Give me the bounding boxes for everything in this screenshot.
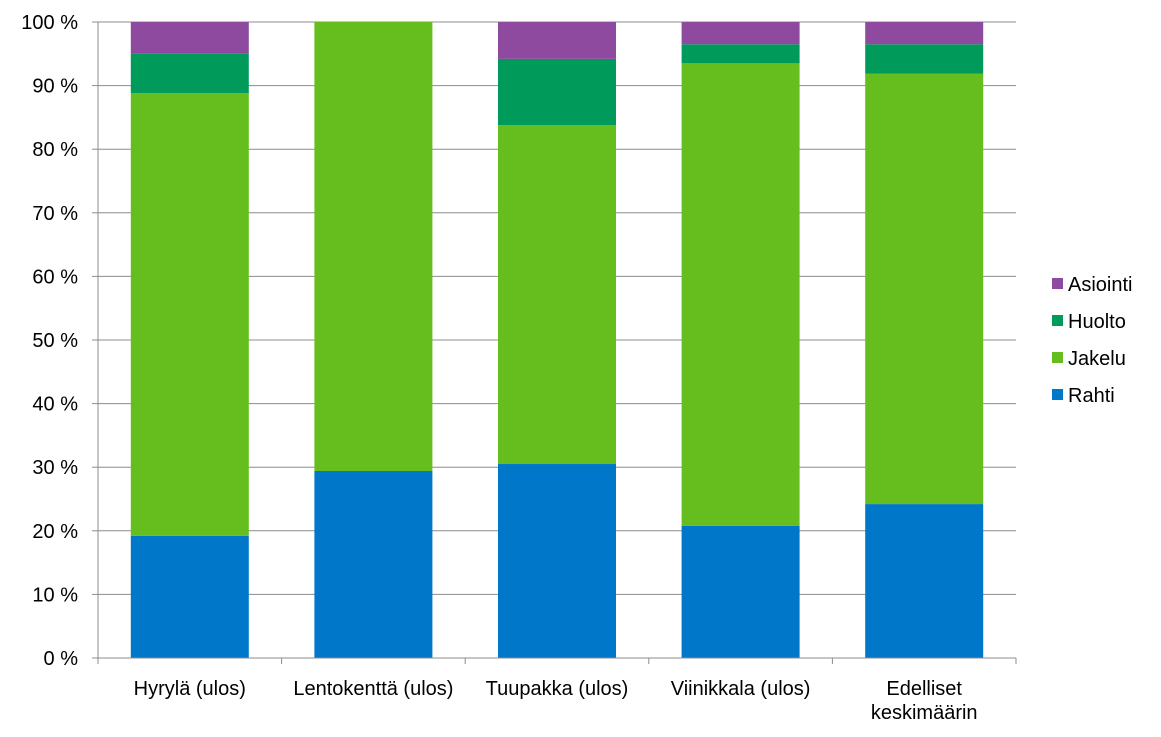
bar-jakelu-tuupakka-ulos [498,125,616,465]
legend-swatch-jakelu [1052,352,1063,363]
bar-jakelu-edelliset-keskimaarin [865,73,984,505]
legend-label-rahti: Rahti [1068,385,1115,407]
y-tick-labels: 0 % 10 % 20 % 30 % 40 % 50 % 60 % 70 % 80 % 90 % 1… [21,12,78,670]
x-tick-label-viinikkala-ulos: Viinikkala (ulos) [671,678,811,700]
x-tick-label-lentokentta-ulos: Lentokenttä (ulos) [293,678,453,700]
bar-jakelu-lentokentta-ulos [314,22,433,472]
legend-swatch-huolto [1052,315,1063,326]
y-tick-label-20: 20 % [32,521,78,543]
y-tick-label-60: 60 % [32,266,78,288]
bar-asiointi-hyryla-ulos [130,22,249,54]
bar-huolto-viinikkala-ulos [681,44,800,64]
y-tick-label-0: 0 % [44,648,79,670]
x-tick-label-tuupakka-ulos: Tuupakka (ulos) [486,678,629,700]
bar-asiointi-viinikkala-ulos [681,22,800,45]
bar-huolto-hyryla-ulos [130,53,249,94]
bar-rahti-viinikkala-ulos [681,525,800,658]
bar-huolto-edelliset-keskimaarin [865,44,984,74]
bar-huolto-tuupakka-ulos [498,58,616,126]
legend-swatch-asiointi [1052,278,1063,289]
y-tick-label-70: 70 % [32,203,78,225]
y-tick-label-30: 30 % [32,457,78,479]
axes [92,21,1017,664]
y-tick-label-80: 80 % [32,139,78,161]
legend-label-asiointi: Asiointi [1068,274,1132,296]
y-tick-label-90: 90 % [32,76,78,98]
bar-rahti-lentokentta-ulos [314,471,433,658]
y-tick-label-40: 40 % [32,394,78,416]
legend-label-jakelu: Jakelu [1068,348,1126,370]
y-tick-label-100: 100 % [21,12,78,34]
y-tick-label-10: 10 % [32,584,78,606]
legend-label-huolto: Huolto [1068,311,1126,333]
bar-rahti-hyryla-ulos [130,535,249,658]
bars [130,22,984,658]
x-tick-label-hyryla-ulos: Hyrylä (ulos) [134,678,246,700]
x-tick-labels: Hyrylä (ulos) Lentokenttä (ulos) Tuupakka … [134,678,978,724]
x-tick-label-edelliset-keskimaarin: Edelliset keskimäärin [871,678,978,724]
bar-jakelu-hyryla-ulos [130,93,249,536]
legend: Asiointi Huolto Jakelu Rahti [1052,274,1132,407]
bar-asiointi-edelliset-keskimaarin [865,22,984,45]
bar-rahti-tuupakka-ulos [498,464,616,658]
bar-asiointi-tuupakka-ulos [498,22,616,59]
legend-swatch-rahti [1052,389,1063,400]
y-tick-label-50: 50 % [32,330,78,352]
bar-rahti-edelliset-keskimaarin [865,504,984,658]
bar-jakelu-viinikkala-ulos [681,63,800,526]
